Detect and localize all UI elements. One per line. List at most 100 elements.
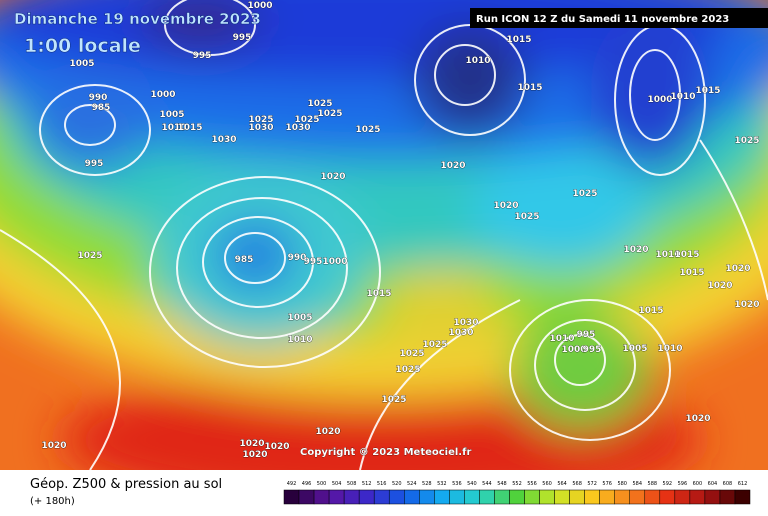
isobar-label: 1025 xyxy=(734,136,759,146)
colorbar-cell xyxy=(509,489,525,505)
colorbar-cell xyxy=(343,489,360,505)
isobar-label: 1025 xyxy=(395,365,420,375)
isobar-label: 1000 xyxy=(647,95,672,105)
colorbar-cell xyxy=(659,489,676,505)
colorbar-label: 492 xyxy=(287,481,297,487)
colorbar-label: 524 xyxy=(407,481,417,487)
colorbar-cell xyxy=(734,489,751,505)
isobar-label: 1010 xyxy=(161,123,186,133)
colorbar-label: 552 xyxy=(512,481,522,487)
isobar-label: 1015 xyxy=(695,86,720,96)
colorbar-label: 592 xyxy=(663,481,673,487)
isobar-label: 995 xyxy=(577,330,596,340)
colorbar-cell xyxy=(719,489,736,505)
colorbar-cell xyxy=(704,489,721,505)
isobar-label: 1020 xyxy=(320,172,345,182)
colorbar-label: 516 xyxy=(377,481,387,487)
colorbar-cell xyxy=(599,489,615,505)
isobar-label: 1020 xyxy=(264,442,289,452)
colorbar-cell xyxy=(328,489,345,505)
colorbar-cell xyxy=(449,489,465,505)
isobar-label: 1025 xyxy=(355,125,380,135)
isobar-label: 1025 xyxy=(248,115,273,125)
isobar-label: 995 xyxy=(193,51,212,61)
isobar-label: 1010 xyxy=(465,56,490,66)
isobar-label: 1010 xyxy=(657,344,682,354)
colorbar-label: 560 xyxy=(542,481,552,487)
isobar-label: 1020 xyxy=(315,427,340,437)
isobar-label: 985 xyxy=(92,103,111,113)
footer-lead: (+ 180h) xyxy=(30,496,75,507)
isobar-label: 995 xyxy=(583,345,602,355)
colorbar-label: 568 xyxy=(572,481,582,487)
isobar-label: 1005 xyxy=(159,110,184,120)
colorbar-label: 588 xyxy=(648,481,658,487)
colorbar-cell xyxy=(283,489,300,505)
colorbar-label: 532 xyxy=(437,481,447,487)
colorbar-cell xyxy=(614,489,630,505)
colorbar-cell xyxy=(464,489,480,505)
isobar-label: 1020 xyxy=(734,300,759,310)
colorbar-cell xyxy=(358,489,375,505)
isobar-label: 1005 xyxy=(622,344,647,354)
isobar-label: 1030 xyxy=(248,123,273,133)
colorbar-label: 520 xyxy=(392,481,402,487)
isobar-label: 990 xyxy=(89,93,108,103)
colorbar-cell xyxy=(434,489,450,505)
isobar-label: 1015 xyxy=(366,289,391,299)
colorbar-cell xyxy=(298,489,315,505)
isobar-label: 1010 xyxy=(287,335,312,345)
isobar-label: 1025 xyxy=(422,340,447,350)
colorbar-label: 500 xyxy=(317,481,327,487)
colorbar-label: 604 xyxy=(708,481,718,487)
colorbar-label: 504 xyxy=(332,481,342,487)
colorbar-label: 564 xyxy=(557,481,567,487)
isobar-label: 1020 xyxy=(707,281,732,291)
map-title: Dimanche 19 novembre 2023 xyxy=(14,10,261,28)
colorbar-cell xyxy=(584,489,600,505)
colorbar-label: 612 xyxy=(738,481,748,487)
isobar-label: 1025 xyxy=(399,349,424,359)
isobar-label: 1025 xyxy=(77,251,102,261)
colorbar-label: 556 xyxy=(527,481,537,487)
isobar-label: 1020 xyxy=(493,201,518,211)
isobar-label: 1020 xyxy=(239,439,264,449)
isobar-label: 1015 xyxy=(638,306,663,316)
isobar-label: 1020 xyxy=(623,245,648,255)
colorbar-label: 496 xyxy=(302,481,312,487)
colorbar-label: 544 xyxy=(482,481,492,487)
isobar-label: 1005 xyxy=(287,313,312,323)
isobar-label: 1020 xyxy=(41,441,66,451)
colorbar-label: 536 xyxy=(452,481,462,487)
colorbar-cell xyxy=(689,489,706,505)
colorbar-label: 596 xyxy=(678,481,688,487)
colorbar-label: 584 xyxy=(632,481,642,487)
colorbar-cell xyxy=(313,489,330,505)
isobar-label: 1020 xyxy=(685,414,710,424)
isobar-label: 1025 xyxy=(572,189,597,199)
isobar-label: 1010 xyxy=(655,250,680,260)
isobar-label: 1010 xyxy=(549,334,574,344)
colorbar: 492 496 500 504 508 512 516 520 524 528 532 536 540 5… xyxy=(283,481,751,505)
colorbar-cell xyxy=(674,489,691,505)
run-info: Run ICON 12 Z du Samedi 11 novembre 2023 xyxy=(476,14,729,25)
colorbar-label: 608 xyxy=(723,481,733,487)
isobar-label: 1030 xyxy=(285,123,310,133)
isobar-label: 1020 xyxy=(242,450,267,460)
isobar-label: 1015 xyxy=(177,123,202,133)
colorbar-cell xyxy=(524,489,540,505)
isobar-label: 1020 xyxy=(440,161,465,171)
colorbar-label: 508 xyxy=(347,481,357,487)
isobar-label: 1025 xyxy=(514,212,539,222)
run-box xyxy=(470,8,768,28)
isobar-label: 1015 xyxy=(517,83,542,93)
isobar-label: 1015 xyxy=(506,35,531,45)
isobar-label: 1030 xyxy=(211,135,236,145)
colorbar-label: 600 xyxy=(693,481,703,487)
colorbar-cell xyxy=(404,489,420,505)
colorbar-cell xyxy=(419,489,435,505)
isobar-label: 990 xyxy=(288,253,307,263)
isobar-label: 1025 xyxy=(381,395,406,405)
